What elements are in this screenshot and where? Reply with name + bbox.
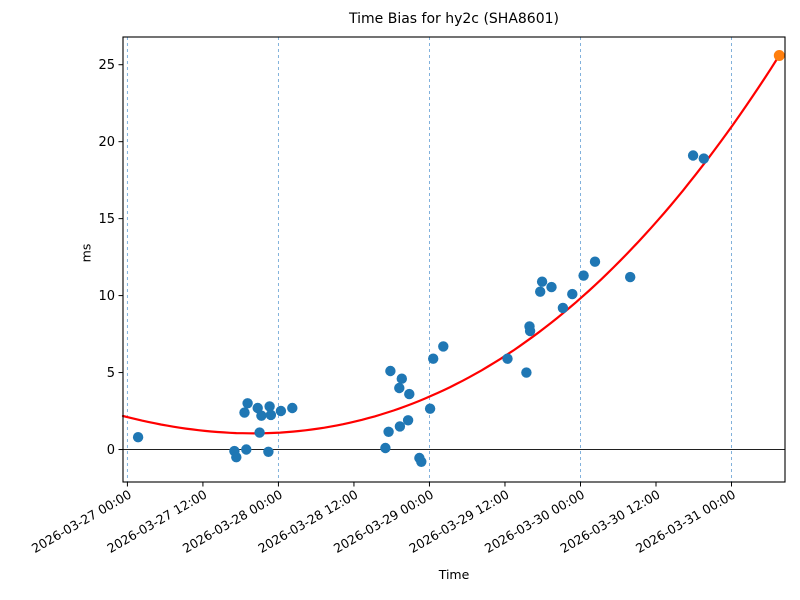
data-point: [589, 256, 601, 267]
y-tick-label: 15: [98, 212, 115, 227]
chart-title: Time Bias for hy2c (SHA8601): [349, 11, 559, 27]
y-tick-label: 25: [98, 58, 115, 73]
data-point: [428, 353, 439, 364]
data-point: [578, 270, 589, 281]
data-point: [567, 288, 578, 300]
data-point: [438, 341, 449, 352]
data-point: [687, 150, 699, 161]
data-point: [394, 382, 405, 394]
data-point: [132, 432, 144, 443]
data-point: [241, 444, 252, 455]
plot-border: [122, 36, 786, 483]
data-point: [383, 426, 394, 437]
data-point: [394, 421, 406, 432]
y-axis-label: ms: [78, 243, 94, 263]
data-point: [396, 373, 407, 384]
data-point: [256, 410, 267, 421]
y-tick-label: 0: [107, 443, 115, 458]
data-point: [416, 456, 427, 467]
data-point: [536, 276, 548, 287]
data-point: [546, 281, 557, 293]
y-tick-label: 5: [107, 366, 115, 381]
y-tick-label: 20: [98, 135, 115, 150]
fit-curve-line: [121, 54, 781, 435]
y-tick-label: 10: [98, 289, 115, 304]
data-point: [535, 286, 546, 297]
data-point: [521, 367, 532, 378]
data-point: [380, 442, 391, 454]
data-point: [252, 402, 263, 414]
data-point: [402, 415, 414, 426]
data-point: [275, 405, 287, 417]
data-point: [502, 353, 513, 364]
data-point: [625, 271, 636, 283]
data-point: [557, 302, 569, 314]
data-point: [385, 365, 396, 377]
data-point: [239, 407, 250, 418]
data-point: [265, 409, 277, 421]
data-point: [424, 403, 436, 414]
data-point: [287, 402, 298, 414]
data-point: [254, 427, 265, 438]
data-point: [263, 446, 274, 457]
data-point: [242, 398, 253, 409]
data-point: [231, 452, 242, 463]
data-point: [264, 401, 275, 412]
highlight-data-point: [773, 50, 785, 61]
x-axis-label: Time: [438, 567, 470, 582]
data-point: [524, 325, 536, 337]
data-point: [698, 153, 709, 164]
data-point: [404, 388, 415, 400]
